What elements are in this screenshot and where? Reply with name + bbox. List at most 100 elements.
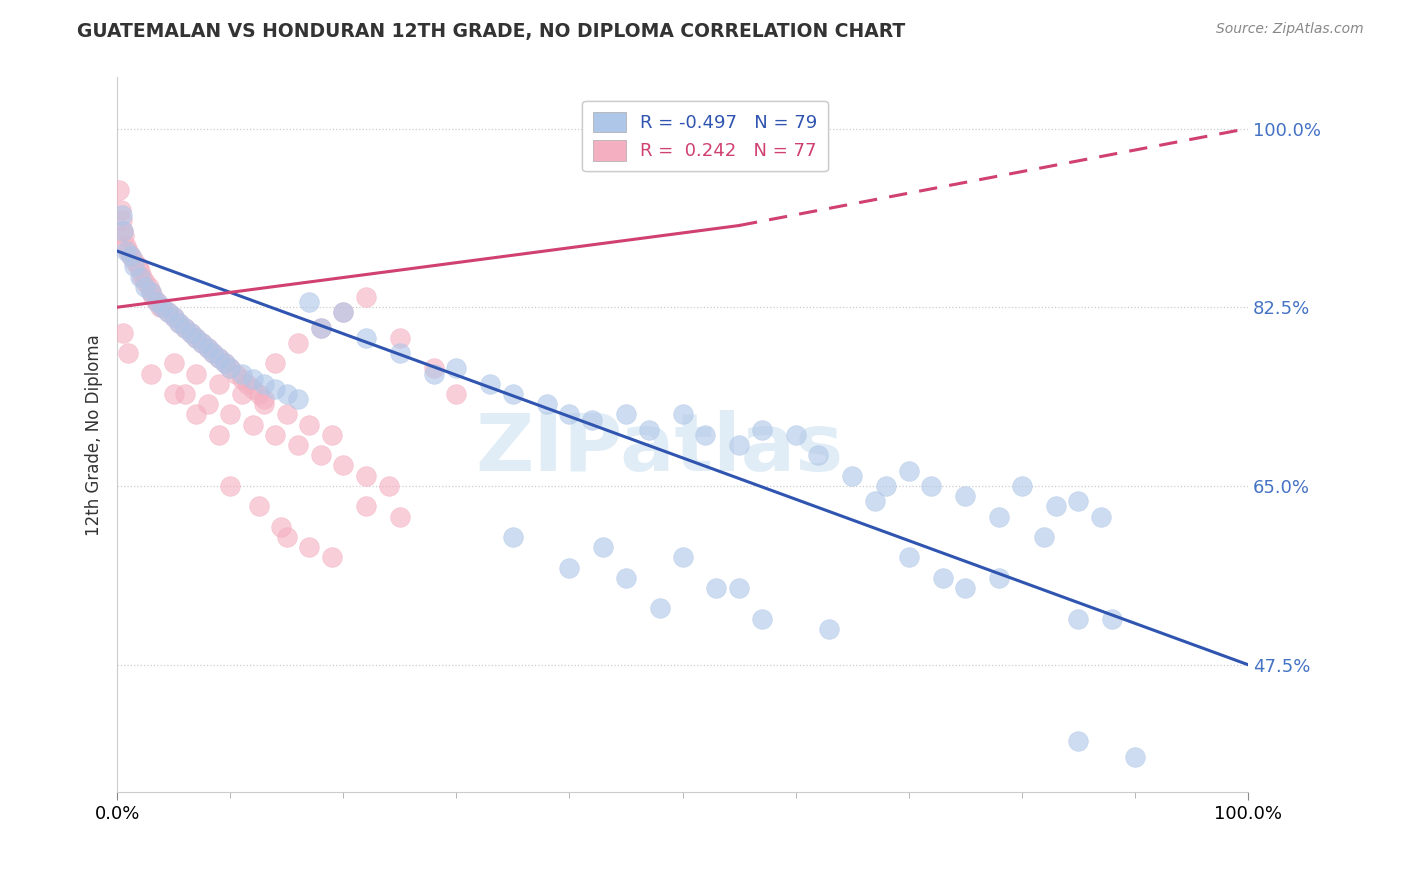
Point	[423, 361, 446, 376]
Point	[298, 417, 321, 432]
Point	[214, 356, 236, 370]
Point	[208, 351, 231, 366]
Point	[276, 530, 298, 544]
Point	[354, 500, 377, 514]
Point	[174, 320, 197, 334]
Point	[446, 387, 468, 401]
Point	[120, 249, 142, 263]
Point	[208, 351, 231, 366]
Point	[169, 316, 191, 330]
Point	[108, 183, 131, 197]
Point	[186, 367, 208, 381]
Text: Source: ZipAtlas.com: Source: ZipAtlas.com	[1216, 22, 1364, 37]
Point	[127, 260, 149, 274]
Point	[242, 372, 264, 386]
Point	[231, 387, 253, 401]
Point	[145, 295, 167, 310]
Point	[152, 300, 174, 314]
Point	[163, 310, 186, 325]
Point	[186, 331, 208, 345]
Y-axis label: 12th Grade, No Diploma: 12th Grade, No Diploma	[86, 334, 103, 536]
Point	[197, 397, 219, 411]
Point	[897, 550, 920, 565]
Point	[120, 249, 142, 263]
Point	[208, 428, 231, 442]
Point	[298, 295, 321, 310]
Point	[186, 331, 208, 345]
Point	[354, 290, 377, 304]
Point	[142, 290, 165, 304]
Point	[253, 397, 276, 411]
Point	[592, 540, 614, 554]
Point	[219, 408, 242, 422]
Point	[1067, 494, 1090, 508]
Point	[332, 305, 354, 319]
Point	[423, 367, 446, 381]
Point	[169, 316, 191, 330]
Point	[247, 387, 270, 401]
Point	[536, 397, 558, 411]
Point	[354, 331, 377, 345]
Point	[128, 269, 150, 284]
Text: GUATEMALAN VS HONDURAN 12TH GRADE, NO DIPLOMA CORRELATION CHART: GUATEMALAN VS HONDURAN 12TH GRADE, NO DI…	[77, 22, 905, 41]
Point	[236, 376, 259, 391]
Point	[751, 423, 773, 437]
Point	[115, 239, 138, 253]
Point	[225, 367, 247, 381]
Point	[197, 341, 219, 355]
Point	[111, 326, 134, 340]
Point	[128, 264, 150, 278]
Point	[242, 417, 264, 432]
Point	[785, 428, 807, 442]
Point	[287, 392, 309, 406]
Point	[264, 428, 287, 442]
Point	[321, 428, 343, 442]
Point	[637, 423, 659, 437]
Legend: R = -0.497   N = 79, R =  0.242   N = 77: R = -0.497 N = 79, R = 0.242 N = 77	[582, 101, 828, 171]
Point	[728, 581, 751, 595]
Point	[1123, 749, 1146, 764]
Point	[1101, 612, 1123, 626]
Point	[1045, 500, 1067, 514]
Point	[163, 387, 186, 401]
Point	[988, 571, 1011, 585]
Point	[751, 612, 773, 626]
Point	[253, 376, 276, 391]
Point	[276, 387, 298, 401]
Point	[145, 295, 167, 310]
Point	[202, 346, 225, 360]
Point	[117, 346, 139, 360]
Point	[112, 228, 135, 243]
Point	[122, 260, 145, 274]
Point	[270, 520, 292, 534]
Point	[479, 376, 502, 391]
Point	[134, 280, 156, 294]
Point	[920, 479, 942, 493]
Point	[191, 335, 214, 350]
Point	[117, 244, 139, 258]
Point	[558, 408, 581, 422]
Point	[287, 335, 309, 350]
Point	[111, 224, 134, 238]
Point	[332, 458, 354, 473]
Point	[139, 285, 162, 299]
Point	[671, 550, 693, 565]
Point	[863, 494, 886, 508]
Point	[111, 208, 134, 222]
Point	[138, 280, 160, 294]
Point	[163, 356, 186, 370]
Point	[953, 581, 976, 595]
Point	[695, 428, 717, 442]
Point	[111, 213, 134, 227]
Point	[807, 448, 830, 462]
Point	[671, 408, 693, 422]
Point	[388, 346, 411, 360]
Point	[841, 468, 863, 483]
Point	[1067, 734, 1090, 748]
Point	[191, 335, 214, 350]
Point	[219, 361, 242, 376]
Point	[264, 356, 287, 370]
Point	[558, 560, 581, 574]
Point	[931, 571, 953, 585]
Point	[581, 412, 603, 426]
